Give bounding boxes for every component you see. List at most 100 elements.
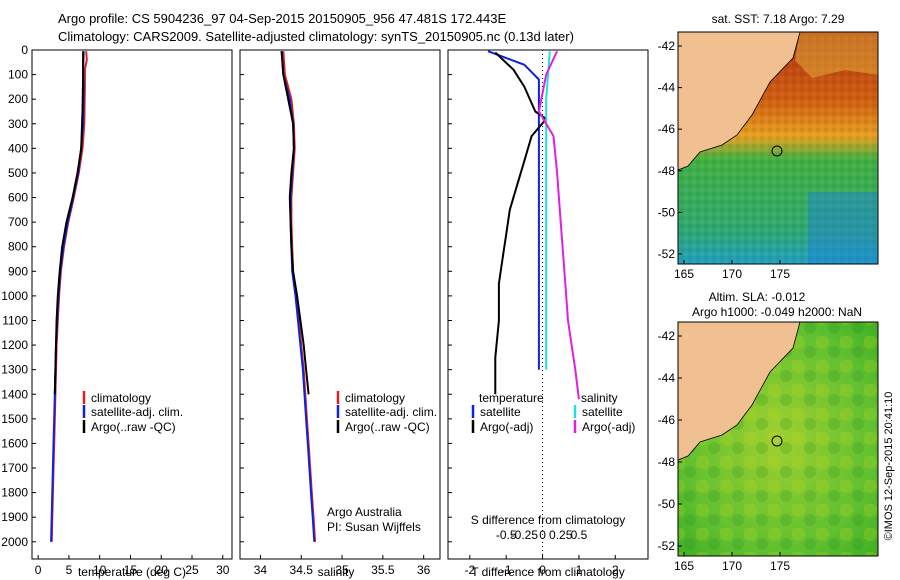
y-tick-label: 1300 — [1, 363, 28, 377]
legend-label-argo: Argo(..raw -QC) — [91, 420, 176, 434]
difference-plot-frame — [447, 49, 649, 560]
y-tick-label: 300 — [8, 117, 28, 131]
salinity-plot: 34 34.5 35 35.5 36 — [240, 49, 431, 577]
y-tick-label: 1700 — [1, 461, 28, 475]
y-tick-label: 2000 — [1, 535, 28, 549]
legend-label-satellite: satellite-adj. clim. — [91, 405, 183, 419]
x-tick-label: 34 — [254, 563, 268, 577]
map-x-tick-label: 170 — [722, 559, 742, 573]
y-tick-label: 1000 — [1, 289, 28, 303]
map-y-tick-label: -50 — [658, 497, 676, 511]
x-tick-label: -1 — [501, 563, 512, 577]
x-tick-label: 30 — [216, 563, 230, 577]
map-x-tick-label: 165 — [674, 559, 694, 573]
y-tick-label: 500 — [8, 166, 28, 180]
argo-location-marker — [771, 435, 783, 447]
sst-map-frame — [677, 31, 879, 265]
legend-label-satellite-temp: satellite — [480, 405, 521, 419]
y-tick-label: 600 — [8, 191, 28, 205]
difference-x-label: T difference from climatology — [471, 565, 625, 579]
y-tick-label: 400 — [8, 141, 28, 155]
sst-map — [677, 31, 879, 265]
sla-map-title-line2: Argo h1000: -0.049 h2000: NaN — [692, 305, 862, 319]
legend-label-satellite-sal: satellite — [582, 405, 623, 419]
legend-label-argo: Argo(..raw -QC) — [345, 420, 430, 434]
y-tick-label: 800 — [8, 240, 28, 254]
sla-map-coast-land — [677, 321, 801, 461]
x-tick-label: 15 — [124, 563, 138, 577]
series-line-argo — [53, 51, 85, 395]
y-tick-label: 700 — [8, 215, 28, 229]
map-x-tick-label: 175 — [770, 267, 790, 281]
map-y-tick-label: -52 — [658, 539, 676, 553]
map-y-tick-label: -52 — [658, 247, 676, 261]
difference-legend: temperature satellite Argo(-adj) salinit… — [471, 391, 635, 434]
map-y-tick-label: -44 — [658, 81, 676, 95]
sla-map-axes: -42 -44 -46 -48 -50 -52 165 170 175 — [658, 329, 791, 573]
map-y-tick-label: -42 — [658, 329, 676, 343]
legend-label-climatology: climatology — [91, 391, 151, 405]
temperature-plot: 0100200300400500600700800900100011001200… — [1, 43, 229, 577]
header-line1: Argo profile: CS 5904236_97 04-Sep-2015 … — [58, 11, 506, 26]
sst-map-cool-patch — [795, 32, 878, 78]
legend-title-salinity: salinity — [581, 391, 618, 405]
y-tick-label: 0 — [21, 43, 28, 57]
legend-title-temperature: temperature — [479, 391, 544, 405]
y-tick-label: 1800 — [1, 486, 28, 500]
map-y-tick-label: -46 — [658, 413, 676, 427]
x-tick-label: 36 — [417, 563, 431, 577]
map-x-tick-label: 170 — [722, 267, 742, 281]
sst-map-title: sat. SST: 7.18 Argo: 7.29 — [712, 12, 845, 26]
sst-map-blue-patch — [808, 192, 878, 264]
x-tick-label: 35 — [335, 563, 349, 577]
y-tick-label: 1100 — [2, 313, 28, 327]
temperature-legend: climatology satellite-adj. clim. Argo(..… — [82, 391, 183, 434]
sst-map-coast-land — [677, 31, 801, 171]
x-tick-label: 5 — [66, 563, 73, 577]
map-x-tick-label: 175 — [770, 559, 790, 573]
x-tick-label: -2 — [464, 563, 475, 577]
map-x-tick-label: 165 — [674, 267, 694, 281]
y-tick-label: 1200 — [1, 338, 28, 352]
series-line-sat_salinity — [545, 51, 551, 370]
salinity-annotation-line1: Argo Australia — [327, 505, 402, 519]
series-line-argo — [280, 51, 310, 395]
x-tick-label: 25 — [185, 563, 199, 577]
legend-label-climatology: climatology — [345, 391, 405, 405]
x-tick-label-top: 0.25 — [549, 528, 573, 542]
map-y-tick-label: -46 — [658, 122, 676, 136]
x-tick-label: 20 — [155, 563, 169, 577]
map-y-tick-label: -42 — [658, 39, 676, 53]
x-tick-label-top: 0.5 — [571, 528, 588, 542]
y-tick-label: 1900 — [1, 510, 28, 524]
legend-label-argo-sal: Argo(-adj) — [582, 420, 635, 434]
map-y-tick-label: -50 — [658, 205, 676, 219]
x-tick-label-top: -0.25 — [511, 528, 539, 542]
credit-text: ©IMOS 12-Sep-2015 20:41:10 — [883, 392, 895, 541]
y-tick-label: 100 — [8, 68, 28, 82]
map-y-tick-label: -48 — [658, 455, 676, 469]
sla-map-frame — [677, 321, 879, 557]
sla-map-title-line1: Altim. SLA: -0.012 — [709, 290, 806, 304]
series-line-argo — [494, 51, 548, 395]
salinity-annotation-line2: PI: Susan Wijffels — [327, 520, 421, 534]
y-tick-label: 900 — [8, 264, 28, 278]
series-line-argo_salinity — [537, 50, 580, 400]
x-tick-label: 10 — [93, 563, 107, 577]
salinity-x-label: salinity — [318, 565, 355, 579]
difference-x-label-top: S difference from climatology — [471, 513, 626, 527]
y-tick-label: 1500 — [1, 412, 28, 426]
salinity-legend: climatology satellite-adj. clim. Argo(..… — [336, 391, 437, 434]
argo-location-marker — [771, 145, 783, 157]
temperature-x-label: temperature (deg C) — [78, 565, 186, 579]
legend-label-satellite: satellite-adj. clim. — [345, 405, 437, 419]
legend-label-argo-temp: Argo(-adj) — [480, 420, 533, 434]
map-y-tick-label: -44 — [658, 371, 676, 385]
series-line-satellite — [487, 50, 540, 370]
x-tick-label: 0 — [35, 563, 42, 577]
sla-map — [677, 321, 879, 557]
x-tick-label: 34.5 — [290, 563, 314, 577]
x-tick-label-top: -0.5 — [496, 528, 517, 542]
